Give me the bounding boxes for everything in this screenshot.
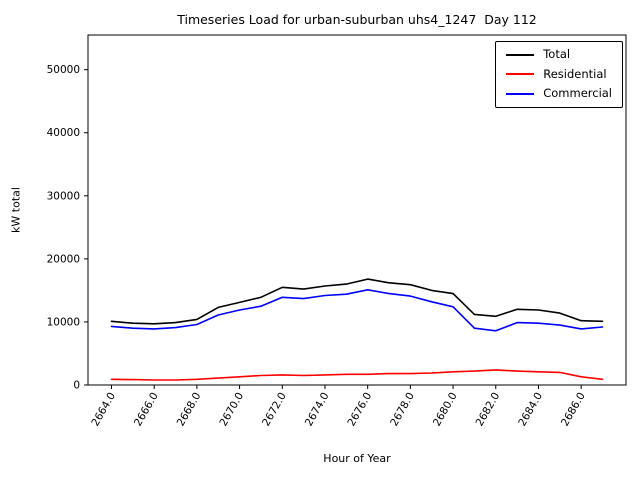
y-tick-label: 20000: [47, 253, 80, 265]
legend-label-total: Total: [543, 47, 571, 61]
legend-label-commercial: Commercial: [543, 86, 612, 100]
series-line-residential: [110, 369, 604, 381]
legend-line-sample-residential: [506, 73, 535, 76]
y-tick-label: 50000: [47, 64, 80, 76]
series-line-total: [110, 278, 604, 325]
y-tick-label: 10000: [47, 316, 80, 328]
legend-label-residential: Residential: [543, 66, 607, 81]
y-tick-label: 40000: [47, 127, 80, 139]
x-tick-label: 2686.0: [559, 391, 588, 429]
x-tick-label: 2670.0: [217, 391, 246, 429]
x-tick-label: 2680.0: [431, 391, 460, 429]
legend-entry-residential: Residential: [506, 66, 612, 81]
x-tick-label: 2678.0: [388, 391, 417, 429]
series-line-commercial: [110, 288, 604, 332]
x-tick-label: 2666.0: [132, 391, 161, 429]
y-axis-label: kW total: [9, 187, 23, 233]
legend-line-sample-total: [506, 53, 535, 56]
chart-title: Timeseries Load for urban-suburban uhs4_…: [177, 12, 537, 27]
legend: Total Residential Commercial: [495, 41, 623, 108]
x-tick-label: 2684.0: [516, 391, 545, 429]
x-tick-label: 2682.0: [474, 391, 503, 429]
x-tick-label: 2676.0: [346, 391, 375, 429]
y-tick-label: 30000: [47, 190, 80, 202]
y-tick-label: 0: [73, 380, 80, 392]
x-axis-label: Hour of Year: [323, 452, 391, 465]
x-tick-label: 2664.0: [89, 391, 118, 429]
legend-entry-total: Total: [506, 47, 612, 61]
x-tick-label: 2672.0: [260, 391, 289, 429]
axes-frame: [87, 34, 627, 386]
legend-line-sample-commercial: [506, 92, 535, 95]
x-tick-label: 2674.0: [303, 391, 332, 429]
x-tick-label: 2668.0: [175, 391, 204, 429]
legend-entry-commercial: Commercial: [506, 86, 612, 100]
